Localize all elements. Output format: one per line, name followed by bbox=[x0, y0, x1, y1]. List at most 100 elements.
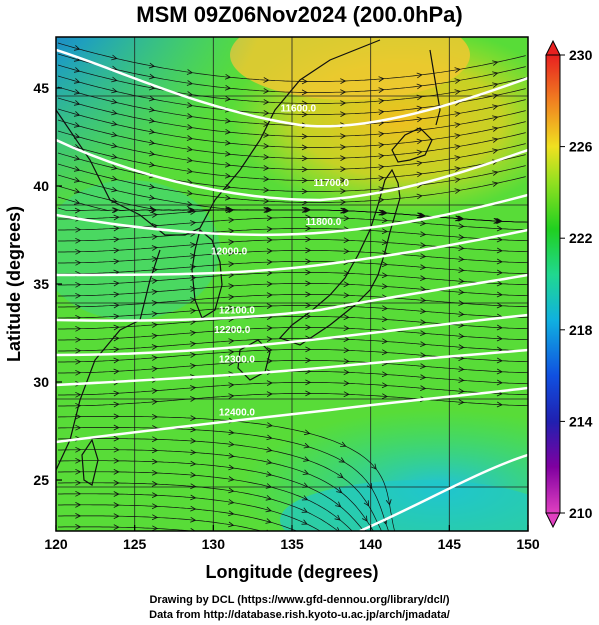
x-tick-label: 120 bbox=[44, 536, 68, 552]
wind-arrowhead bbox=[151, 399, 158, 405]
taiwan-coast bbox=[81, 438, 99, 486]
wind-arrowhead bbox=[266, 303, 273, 309]
wind-arrowhead bbox=[492, 104, 499, 110]
wind-arrowhead bbox=[75, 490, 82, 497]
wind-arrowhead bbox=[190, 385, 197, 391]
y-tick-label: 25 bbox=[33, 472, 49, 488]
y-tick-label: 35 bbox=[33, 276, 49, 292]
wind-arrowhead bbox=[148, 128, 156, 135]
wind-arrowhead bbox=[151, 481, 159, 487]
wind-arrowhead bbox=[228, 217, 235, 223]
wind-arrowhead bbox=[151, 458, 159, 465]
wind-arrowhead bbox=[186, 146, 194, 152]
wind-arrowhead bbox=[337, 472, 344, 479]
wind-arrowhead bbox=[496, 401, 503, 408]
wind-arrowhead bbox=[301, 100, 308, 107]
wind-arrowhead bbox=[416, 149, 423, 156]
wind-arrowhead bbox=[148, 62, 156, 69]
streamline bbox=[58, 449, 374, 531]
streamline bbox=[57, 97, 526, 137]
wind-arrowhead bbox=[266, 206, 273, 213]
wind-arrowhead bbox=[381, 305, 388, 312]
wind-arrowhead bbox=[266, 336, 273, 342]
wind-arrowhead bbox=[381, 371, 388, 378]
wind-arrowhead bbox=[343, 336, 350, 343]
wind-arrowhead bbox=[151, 366, 158, 372]
wind-arrowhead bbox=[492, 148, 499, 154]
wind-arrowhead bbox=[305, 302, 312, 309]
wind-arrowhead bbox=[340, 155, 347, 161]
contour-11800 bbox=[56, 193, 528, 237]
contour-label: 11600.0 bbox=[280, 103, 316, 114]
contour-12500 bbox=[359, 453, 528, 531]
streamline bbox=[57, 416, 396, 531]
wind-arrowhead bbox=[228, 521, 235, 528]
wind-arrowhead bbox=[305, 258, 312, 265]
wind-arrowhead bbox=[151, 278, 158, 284]
wind-arrowhead bbox=[301, 519, 308, 525]
wind-arrowhead bbox=[75, 369, 82, 376]
wind-arrowhead bbox=[73, 78, 81, 84]
wind-arrowhead bbox=[224, 194, 232, 201]
wind-arrowhead bbox=[148, 106, 156, 113]
wind-arrowhead bbox=[75, 237, 82, 244]
wind-arrowhead bbox=[190, 264, 197, 270]
wind-arrowhead bbox=[492, 170, 499, 176]
streamline bbox=[57, 53, 526, 93]
wind-arrowhead bbox=[363, 500, 370, 507]
wind-arrowhead bbox=[458, 245, 465, 251]
wind-arrowhead bbox=[496, 236, 503, 243]
wind-arrowhead bbox=[266, 248, 273, 254]
wind-arrowhead bbox=[148, 73, 156, 80]
wind-arrowhead bbox=[228, 510, 235, 517]
wind-arrowhead bbox=[73, 67, 81, 73]
wind-arrowhead bbox=[305, 236, 312, 243]
wind-arrowhead bbox=[336, 487, 343, 494]
wind-arrowhead bbox=[454, 78, 461, 84]
wind-arrowhead bbox=[301, 188, 308, 195]
wind-arrowhead bbox=[492, 181, 499, 187]
wind-arrowhead bbox=[113, 390, 120, 397]
wind-arrowhead bbox=[420, 253, 427, 259]
wind-arrowhead bbox=[228, 349, 235, 355]
colorbar-top-arrow bbox=[545, 39, 561, 56]
wind-arrowhead bbox=[151, 514, 159, 521]
wind-arrowhead bbox=[420, 319, 427, 325]
wind-arrowhead bbox=[186, 69, 194, 75]
wind-arrowhead bbox=[228, 452, 235, 459]
y-axis-ticks: 25 30 35 40 45 bbox=[33, 80, 62, 488]
wind-arrowhead bbox=[190, 253, 197, 259]
wind-arrowhead bbox=[416, 160, 423, 167]
wind-arrowhead bbox=[454, 122, 461, 128]
wind-arrowhead bbox=[303, 442, 311, 449]
wind-arrowhead bbox=[228, 228, 235, 234]
wind-arrowhead bbox=[381, 272, 388, 279]
wind-arrowhead bbox=[454, 177, 461, 183]
wind-arrowhead bbox=[416, 138, 423, 145]
colorbar-ticks: 210 214 218 222 226 230 bbox=[560, 47, 593, 521]
wind-arrowhead bbox=[340, 100, 347, 106]
wind-arrowhead bbox=[301, 507, 309, 513]
wind-arrowhead bbox=[263, 176, 270, 182]
wind-arrowhead bbox=[340, 89, 347, 95]
wind-arrowhead bbox=[458, 278, 465, 284]
contour-label: 12200.0 bbox=[214, 325, 251, 336]
wind-arrowhead bbox=[148, 150, 156, 157]
wind-arrowhead bbox=[151, 267, 158, 273]
wind-arrowhead bbox=[416, 83, 423, 90]
wind-arrowhead bbox=[263, 121, 270, 127]
wind-arrowhead bbox=[73, 155, 81, 161]
wind-arrowhead bbox=[420, 330, 427, 336]
wind-arrowhead bbox=[301, 111, 308, 118]
wind-arrowhead bbox=[113, 491, 120, 497]
x-tick-label: 140 bbox=[359, 536, 383, 552]
wind-arrowhead bbox=[75, 226, 82, 233]
wind-arrowhead bbox=[420, 286, 427, 292]
wind-arrowhead bbox=[75, 524, 82, 530]
contour-label: 12000.0 bbox=[211, 247, 248, 258]
streamline bbox=[57, 152, 526, 192]
wind-arrowhead bbox=[228, 239, 235, 245]
wind-arrowhead bbox=[454, 133, 461, 139]
wind-arrowhead bbox=[378, 98, 385, 104]
y-tick-label: 40 bbox=[33, 178, 49, 194]
